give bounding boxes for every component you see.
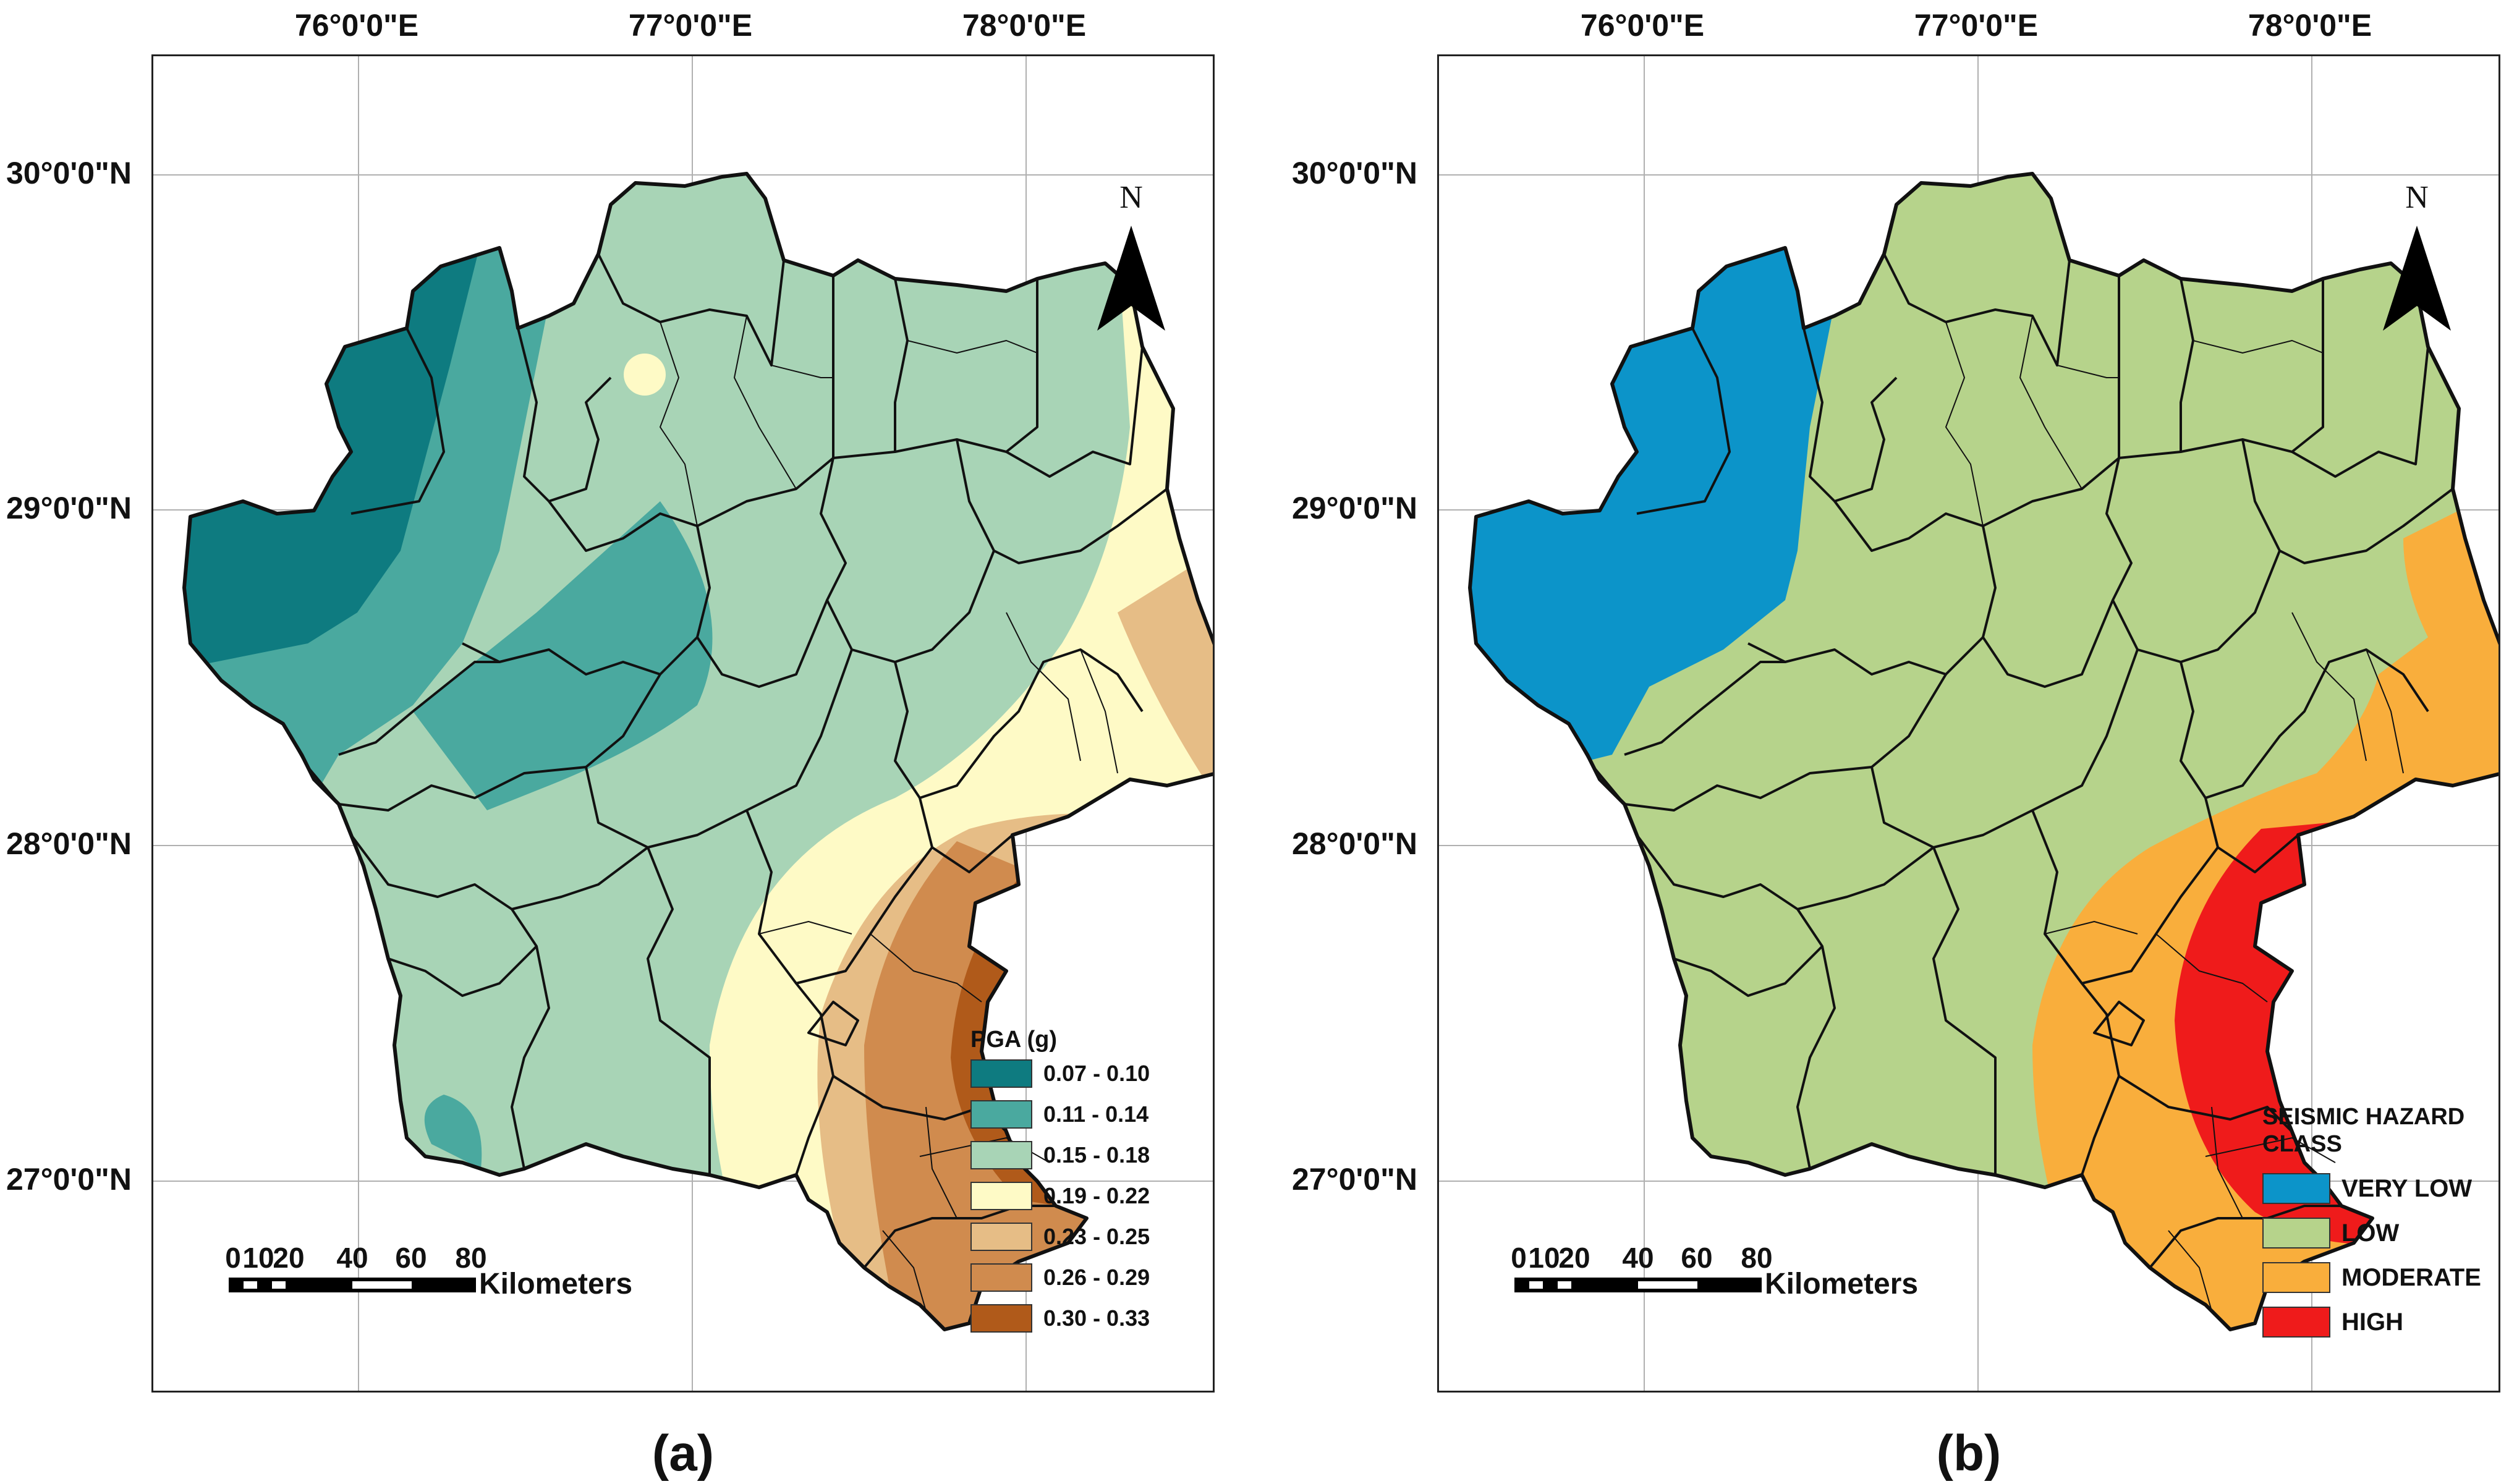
scale-unit-label: Kilometers	[1765, 1268, 1919, 1300]
legend-label: 0.23 - 0.25	[1043, 1224, 1150, 1249]
longitude-label: 76°0'0"E	[1580, 8, 1705, 43]
legend-swatch	[970, 1223, 1032, 1251]
scale-tick-label: 10	[1528, 1242, 1560, 1274]
scale-tick-label: 40	[336, 1242, 368, 1274]
north-arrow-icon	[2383, 226, 2451, 331]
legend-label: HIGH	[2341, 1308, 2403, 1336]
map-panel-pga: 76°0'0"E 77°0'0"E 78°0'0"E 30°0'0"N 29°0…	[0, 0, 1249, 1484]
seismic-hazard-map	[1439, 56, 2498, 1391]
scale-tick-label: 20	[273, 1242, 305, 1274]
map-frame	[151, 54, 1215, 1393]
district-boundaries	[182, 172, 1213, 1331]
latitude-label: 28°0'0"N	[1292, 826, 1417, 861]
latitude-label: 30°0'0"N	[1292, 156, 1417, 190]
legend-swatch	[2262, 1173, 2330, 1204]
scale-tick-label: 60	[395, 1242, 427, 1274]
panel-caption: (a)	[652, 1425, 715, 1482]
latitude-label: 28°0'0"N	[6, 826, 132, 861]
scale-tick-label: 40	[1622, 1242, 1654, 1274]
scale-tick-label: 0	[1511, 1242, 1527, 1274]
latitude-label: 27°0'0"N	[1292, 1162, 1417, 1197]
scale-bar	[1514, 1278, 1762, 1292]
region-outline	[182, 172, 1213, 1331]
legend-item: 0.11 - 0.14	[970, 1094, 1150, 1135]
region-outline	[1468, 172, 2498, 1331]
map-frame	[1437, 54, 2500, 1393]
legend-label: 0.11 - 0.14	[1043, 1101, 1149, 1127]
longitude-label: 76°0'0"E	[294, 8, 419, 43]
legend-label: MODERATE	[2341, 1263, 2481, 1291]
scale-tick-label: 60	[1681, 1242, 1713, 1274]
legend-item: LOW	[2262, 1211, 2481, 1255]
latitude-label: 27°0'0"N	[6, 1162, 132, 1197]
legend-swatch	[970, 1059, 1032, 1088]
legend-title: SEISMIC HAZARD CLASS	[2262, 1104, 2465, 1157]
panel-caption: (b)	[1936, 1425, 2002, 1482]
scale-bar	[229, 1278, 476, 1292]
legend-item: HIGH	[2262, 1300, 2481, 1344]
legend-swatch	[970, 1304, 1032, 1333]
legend-item: 0.19 - 0.22	[970, 1176, 1150, 1216]
pga-zone-0.11-0.14	[413, 501, 713, 810]
legend-label: 0.07 - 0.10	[1043, 1061, 1150, 1086]
pga-legend: PGA (g) 0.07 - 0.10 0.11 - 0.14 0.15 - 0.1…	[970, 1026, 1150, 1339]
latitude-label: 29°0'0"N	[1292, 491, 1417, 525]
legend-item: 0.26 - 0.29	[970, 1257, 1150, 1298]
pga-zone-0.19-0.22	[624, 354, 666, 396]
scale-tick-label: 80	[455, 1242, 487, 1274]
legend-item: MODERATE	[2262, 1255, 2481, 1300]
legend-swatch	[970, 1182, 1032, 1210]
longitude-label: 77°0'0"E	[1914, 8, 2039, 43]
north-label: N	[2405, 180, 2429, 215]
legend-label: 0.30 - 0.33	[1043, 1305, 1150, 1331]
legend-swatch	[2262, 1218, 2330, 1249]
legend-item: 0.07 - 0.10	[970, 1053, 1150, 1094]
legend-item: 0.15 - 0.18	[970, 1135, 1150, 1176]
north-label: N	[1119, 180, 1143, 215]
legend-swatch	[970, 1263, 1032, 1292]
latitude-label: 29°0'0"N	[6, 491, 132, 525]
district-boundaries	[1468, 172, 2498, 1331]
legend-label: 0.19 - 0.22	[1043, 1183, 1150, 1208]
legend-swatch	[970, 1100, 1032, 1129]
legend-swatch	[2262, 1262, 2330, 1293]
scale-unit-label: Kilometers	[479, 1268, 633, 1300]
legend-label: VERY LOW	[2341, 1174, 2473, 1202]
map-panel-seismic-hazard: 76°0'0"E 77°0'0"E 78°0'0"E 30°0'0"N 29°0…	[1286, 0, 2509, 1484]
pga-zone-0.11-0.14	[424, 1095, 482, 1169]
legend-label: LOW	[2341, 1219, 2400, 1247]
scale-tick-label: 20	[1558, 1242, 1590, 1274]
legend-label: 0.26 - 0.29	[1043, 1265, 1150, 1290]
hazard-legend: SEISMIC HAZARD CLASS VERY LOW LOW MODERATE…	[2262, 1103, 2481, 1344]
legend-item: 0.30 - 0.33	[970, 1298, 1150, 1339]
pga-map	[153, 56, 1213, 1391]
legend-swatch	[2262, 1307, 2330, 1338]
scale-tick-label: 0	[225, 1242, 241, 1274]
scale-tick-label: 10	[242, 1242, 274, 1274]
legend-swatch	[970, 1141, 1032, 1169]
scale-tick-label: 80	[1741, 1242, 1773, 1274]
latitude-label: 30°0'0"N	[6, 156, 132, 190]
longitude-label: 78°0'0"E	[962, 8, 1087, 43]
legend-item: 0.23 - 0.25	[970, 1216, 1150, 1257]
legend-title: PGA (g)	[970, 1027, 1058, 1053]
legend-items: VERY LOW LOW MODERATE HIGH	[2262, 1166, 2481, 1344]
longitude-label: 78°0'0"E	[2248, 8, 2372, 43]
legend-items: 0.07 - 0.10 0.11 - 0.14 0.15 - 0.18 0.19 - …	[970, 1053, 1150, 1339]
legend-label: 0.15 - 0.18	[1043, 1142, 1150, 1168]
longitude-label: 77°0'0"E	[628, 8, 753, 43]
north-arrow-icon	[1097, 226, 1165, 331]
legend-item: VERY LOW	[2262, 1166, 2481, 1211]
